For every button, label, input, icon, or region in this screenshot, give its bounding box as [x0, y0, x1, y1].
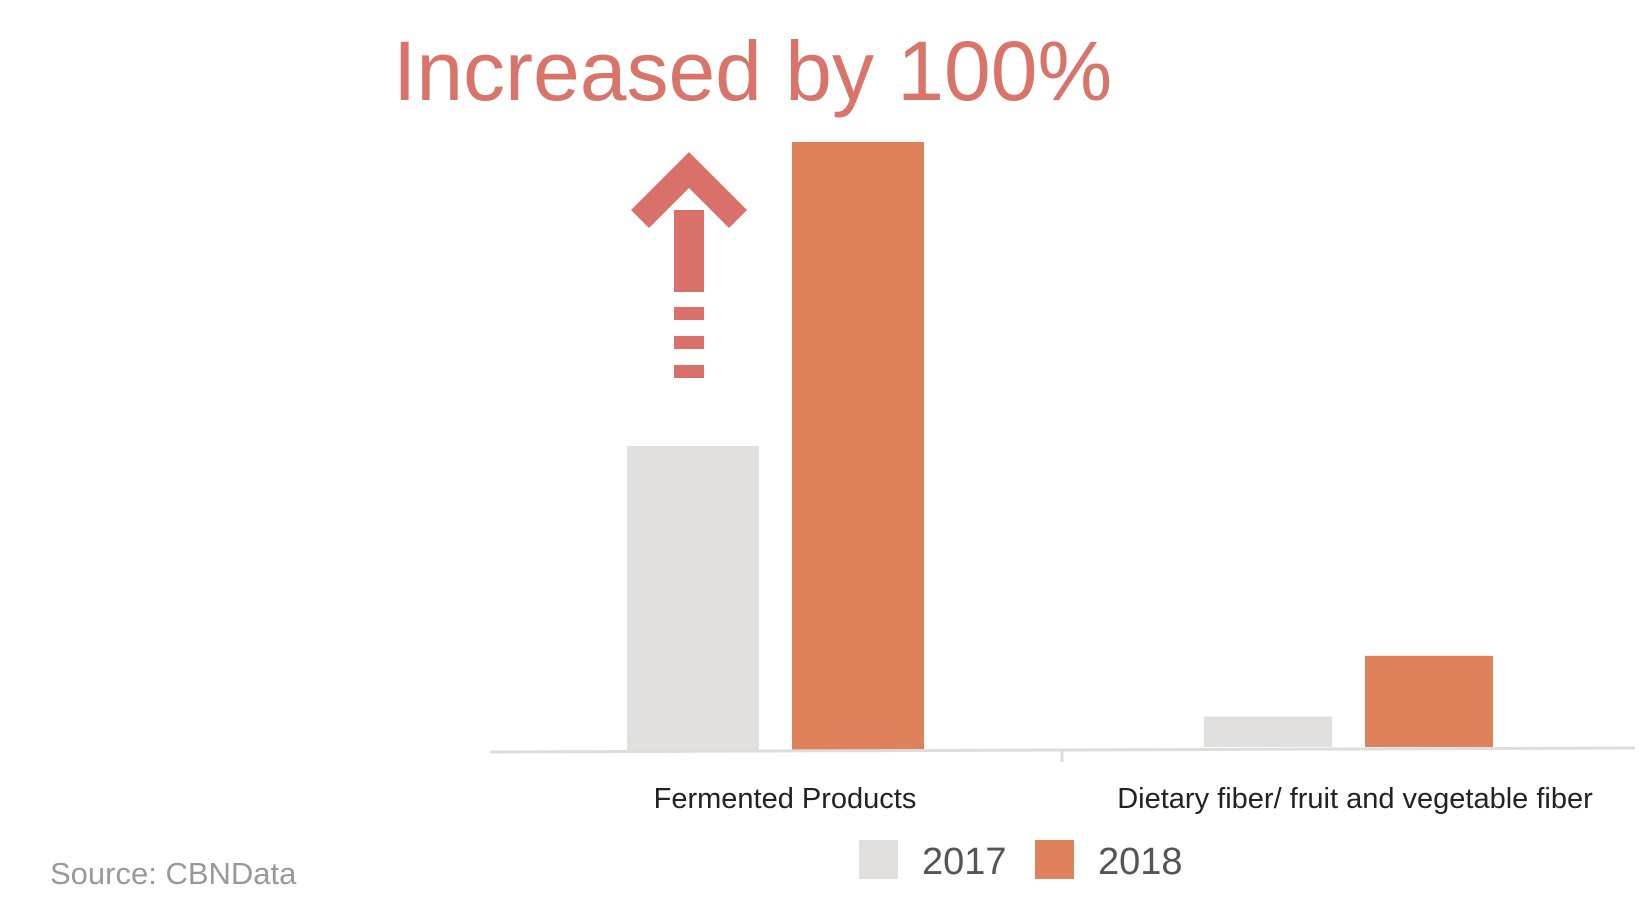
headline-annotation: Increased by 100%: [393, 24, 1112, 118]
bar-2017-dietary-fiber: [1204, 716, 1332, 747]
legend-swatch-2017: [859, 840, 898, 879]
legend-label-2017: 2017: [922, 841, 1007, 883]
category-label: Dietary fiber/ fruit and vegetable fiber: [1117, 783, 1593, 815]
category-labels: Fermented Products Dietary fiber/ fruit a…: [654, 783, 1593, 815]
legend-swatch-2018: [1035, 840, 1074, 879]
legend-label-2018: 2018: [1098, 841, 1183, 883]
bars-group: [627, 142, 1493, 750]
arrow-dash: [674, 336, 704, 349]
up-arrow-icon: [631, 152, 747, 378]
arrow-shaft: [674, 210, 704, 292]
arrow-dash: [674, 307, 704, 320]
arrow-dash: [674, 365, 704, 378]
legend: 2017 2018: [859, 840, 1183, 883]
bar-2018-fermented-products: [792, 142, 924, 750]
source-note: Source: CBNData: [50, 856, 297, 891]
category-label: Fermented Products: [654, 783, 917, 815]
bar-2018-dietary-fiber: [1365, 655, 1493, 747]
bar-2017-fermented-products: [627, 446, 759, 750]
arrow-head: [631, 152, 747, 228]
